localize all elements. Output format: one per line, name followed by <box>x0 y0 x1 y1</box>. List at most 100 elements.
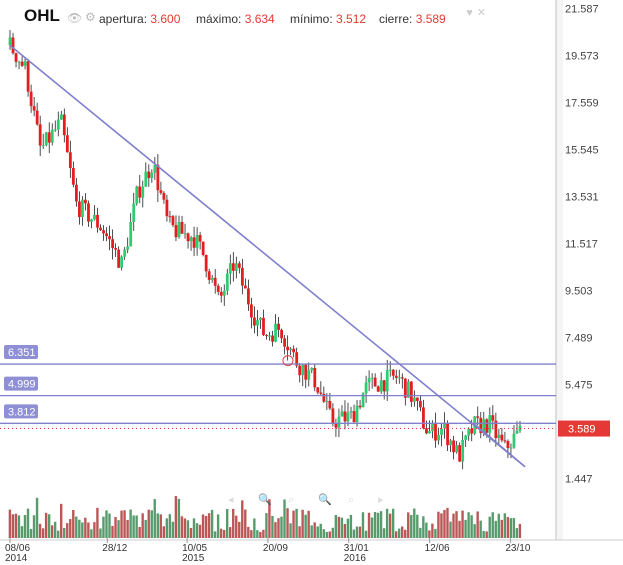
candle-body-123 <box>379 380 383 392</box>
volume-bar-24 <box>81 522 84 538</box>
volume-bar-106 <box>328 531 331 538</box>
candle-body-61 <box>192 237 196 248</box>
candle-body-135 <box>415 397 419 401</box>
volume-bar-41 <box>132 515 135 538</box>
volume-bar-36 <box>117 520 120 538</box>
candle-body-87 <box>271 335 274 342</box>
y-tick-label-9: 1.447 <box>565 474 593 486</box>
candle-body-19 <box>65 135 69 153</box>
volume-bar-90 <box>280 516 283 538</box>
candle-body-52 <box>165 199 169 217</box>
volume-bar-145 <box>446 507 449 538</box>
candle-body-145 <box>446 423 449 446</box>
candle-body-22 <box>74 184 78 202</box>
volume-bar-139 <box>428 530 431 538</box>
candle-body-80 <box>250 304 253 318</box>
volume-bar-19 <box>66 523 69 538</box>
high-readout: máximo: 3.634 <box>196 12 275 26</box>
volume-bar-124 <box>382 528 386 538</box>
volume-bar-163 <box>500 519 503 538</box>
volume-bar-165 <box>506 517 510 538</box>
candle-body-50 <box>159 190 163 193</box>
level-tag-0 <box>4 345 38 360</box>
open-label: apertura: <box>99 12 148 26</box>
volume-bar-101 <box>313 522 316 538</box>
volume-bar-109 <box>337 516 341 538</box>
volume-bar-80 <box>250 530 253 538</box>
volume-bar-111 <box>343 523 347 538</box>
candle-body-130 <box>400 377 404 379</box>
toolbar-icons[interactable]: ♥✕ <box>466 6 490 19</box>
volume-bar-23 <box>78 519 81 538</box>
candle-body-23 <box>78 201 81 218</box>
volume-bar-27 <box>90 529 93 538</box>
x-tick-label-1: 28/12 <box>102 543 127 554</box>
volume-bar-134 <box>413 508 416 538</box>
x-tick-sublabel-2: 2015 <box>182 553 205 564</box>
eye-icon[interactable]: 👁 <box>67 11 83 25</box>
volume-bar-43 <box>138 526 141 538</box>
volume-bar-123 <box>379 511 383 538</box>
candle-body-100 <box>310 367 314 371</box>
volume-bar-9 <box>35 497 39 538</box>
level-tag-1 <box>4 376 38 391</box>
candle-body-30 <box>99 227 102 231</box>
volume-bar-30 <box>99 528 102 538</box>
volume-bar-49 <box>156 513 159 538</box>
nav-icon-4: ⌕ <box>348 493 354 506</box>
volume-bar-60 <box>189 527 193 538</box>
candle-body-168 <box>515 430 519 434</box>
volume-bar-99 <box>307 510 310 538</box>
volume-bar-40 <box>129 509 132 538</box>
candle-body-144 <box>443 423 446 429</box>
y-tick-label-8: 5.475 <box>565 380 593 392</box>
volume-bar-77 <box>241 500 244 538</box>
candle-body-11 <box>41 145 45 147</box>
candle-body-1 <box>11 37 15 54</box>
candle-body-165 <box>506 441 510 449</box>
candle-body-141 <box>434 423 437 441</box>
candle-body-149 <box>458 445 462 462</box>
volume-bar-141 <box>434 528 437 538</box>
volume-bar-102 <box>316 526 319 538</box>
volume-bar-155 <box>476 511 479 538</box>
candle-body-76 <box>237 263 241 268</box>
candle-body-82 <box>256 320 259 326</box>
candle-body-12 <box>44 132 48 146</box>
volume-bar-76 <box>238 521 241 538</box>
candle-body-81 <box>253 317 256 326</box>
candle-body-161 <box>494 420 498 439</box>
volume-bar-1 <box>11 514 15 538</box>
volume-bar-4 <box>20 526 24 538</box>
candle-body-17 <box>59 114 63 120</box>
candle-body-150 <box>461 439 465 462</box>
candle-body-68 <box>213 277 217 286</box>
volume-bar-156 <box>479 520 482 538</box>
volume-bar-6 <box>26 508 30 538</box>
candle-body-96 <box>298 365 302 376</box>
candle-body-16 <box>56 119 60 130</box>
ticker-symbol[interactable]: OHL <box>24 6 60 25</box>
low-value: 3.512 <box>336 12 367 26</box>
candle-body-107 <box>331 408 335 424</box>
volume-bar-20 <box>69 519 72 538</box>
candle-body-41 <box>132 203 136 222</box>
gear-icon[interactable]: ⚙ <box>85 10 96 24</box>
candle-body-95 <box>295 352 299 366</box>
candle-body-40 <box>129 221 133 247</box>
candle-body-166 <box>509 447 513 449</box>
volume-bar-121 <box>373 512 377 538</box>
candle-body-157 <box>482 419 486 434</box>
volume-bar-7 <box>29 529 33 538</box>
candle-body-116 <box>358 405 362 408</box>
x-tick-label-0: 08/06 <box>5 543 30 554</box>
volume-bar-66 <box>207 513 211 538</box>
candle-body-64 <box>201 241 205 256</box>
volume-bar-79 <box>247 526 250 538</box>
volume-bar-31 <box>102 516 105 538</box>
heart-icon: ♥ <box>466 7 477 19</box>
volume-bar-160 <box>491 512 494 538</box>
nav-icon-1: 🔍 <box>258 492 272 506</box>
candle-body-57 <box>180 221 184 234</box>
